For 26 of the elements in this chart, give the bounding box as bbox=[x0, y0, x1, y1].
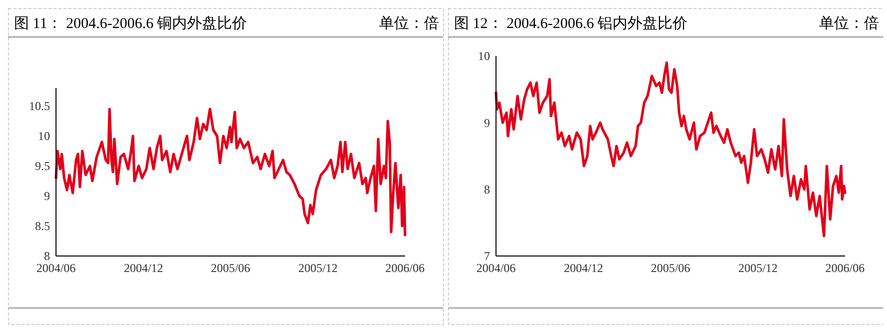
y-tick-label: 10 bbox=[38, 129, 50, 144]
y-tick-label: 9 bbox=[484, 116, 490, 130]
chart-title: 图 11： 2004.6-2006.6 铜内外盘比价 bbox=[14, 15, 248, 32]
y-tick-label: 10.5 bbox=[29, 99, 50, 114]
y-tick-label: 7 bbox=[484, 249, 490, 264]
y-tick-label: 8 bbox=[44, 249, 50, 264]
chart-title: 图 12： 2004.6-2006.6 铝内外盘比价 bbox=[454, 15, 688, 32]
x-tick-label: 2004/12 bbox=[124, 261, 164, 275]
x-tick-label: 2004/12 bbox=[564, 261, 604, 275]
x-tick-label: 2005/06 bbox=[210, 261, 250, 275]
x-tick-label: 2006/06 bbox=[385, 261, 425, 275]
y-tick-label: 10 bbox=[478, 49, 490, 64]
x-tick-label: 2006/06 bbox=[825, 261, 865, 275]
line-series bbox=[494, 61, 846, 238]
y-axis-title: 单位：倍 bbox=[819, 15, 879, 32]
line-series bbox=[54, 108, 406, 236]
y-tick-label: 8 bbox=[484, 182, 490, 197]
x-tick-label: 2005/06 bbox=[650, 261, 690, 275]
x-tick-label: 2004/06 bbox=[36, 261, 76, 275]
y-axis-title: 单位：倍 bbox=[379, 15, 439, 32]
x-tick-label: 2005/12 bbox=[298, 261, 338, 275]
y-tick-label: 9.5 bbox=[35, 159, 50, 174]
y-tick-label: 9 bbox=[44, 189, 50, 204]
x-tick-label: 2005/12 bbox=[738, 261, 778, 275]
y-tick-label: 8.5 bbox=[35, 219, 50, 234]
x-tick-label: 2004/06 bbox=[476, 261, 516, 275]
